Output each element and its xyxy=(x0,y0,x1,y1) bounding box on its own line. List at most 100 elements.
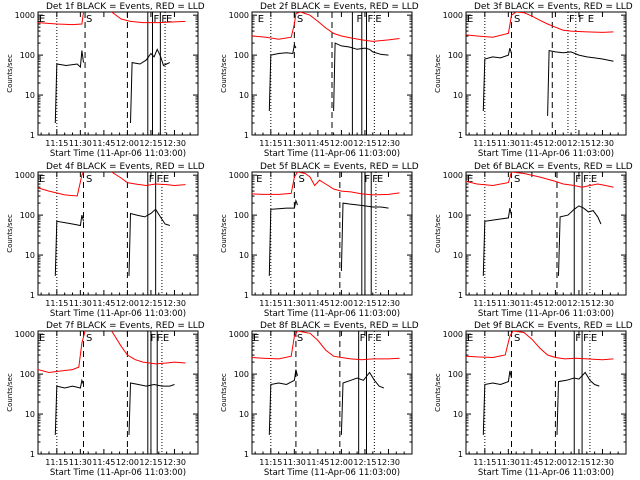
x-tick-label: 12:00 xyxy=(544,139,567,148)
x-tick-label: 12:15 xyxy=(353,458,376,467)
events-series-line xyxy=(547,49,614,116)
panel-title: Det 8f BLACK = Events, RED = LLD xyxy=(260,321,419,331)
y-axis-label: Counts/sec xyxy=(220,214,228,253)
x-tick-label: 11:45 xyxy=(520,458,543,467)
x-tick-label: 11:15 xyxy=(259,299,282,308)
x-tick-label: 11:15 xyxy=(45,458,68,467)
y-tick-label: 1 xyxy=(458,131,463,140)
plot-frame xyxy=(251,330,413,455)
events-series-line xyxy=(556,371,600,435)
y-tick-label: 10 xyxy=(453,410,463,419)
x-tick-label: 11:45 xyxy=(92,299,115,308)
x-tick-label: 11:15 xyxy=(473,458,496,467)
event-marker-label: F xyxy=(583,174,589,185)
x-tick-label: 11:15 xyxy=(45,299,68,308)
event-marker-label: E xyxy=(588,14,594,25)
x-tick-label: 12:30 xyxy=(591,299,614,308)
detector-panel: Det 4f BLACK = Events, RED = LLD 1 10 100 10… xyxy=(6,162,205,319)
detector-panel: Det 3f BLACK = Events, RED = LLD 1 10 100 10… xyxy=(434,2,633,159)
y-tick-label: 1 xyxy=(30,450,35,459)
y-tick-label: 1 xyxy=(30,291,35,300)
panel-title: Det 9f BLACK = Events, RED = LLD xyxy=(474,321,633,331)
y-tick-label: 1000 xyxy=(15,11,35,20)
detector-panel: Det 5f BLACK = Events, RED = LLD 1 10 100 10… xyxy=(220,162,419,319)
event-marker-label: F xyxy=(578,14,584,25)
y-tick-label: 1 xyxy=(244,291,249,300)
x-tick-label: 11:30 xyxy=(283,299,306,308)
event-marker-label: E xyxy=(467,14,473,25)
detector-panel: Det 7f BLACK = Events, RED = LLD 1 10 100 10… xyxy=(6,321,205,478)
event-marker-label: S xyxy=(514,333,520,344)
events-series-line xyxy=(130,48,171,124)
event-marker-label: F xyxy=(149,174,155,185)
event-marker-label: S xyxy=(297,333,303,344)
y-tick-label: 100 xyxy=(234,370,249,379)
event-marker-label: F xyxy=(157,333,163,344)
event-marker-label: S xyxy=(297,14,303,25)
y-tick-label: 10 xyxy=(453,251,463,260)
y-tick-label: 100 xyxy=(20,370,35,379)
event-marker-label: F xyxy=(161,14,167,25)
x-tick-label: 11:45 xyxy=(92,139,115,148)
x-tick-label: 11:15 xyxy=(473,299,496,308)
x-tick-label: 11:30 xyxy=(69,458,92,467)
event-marker-label: F xyxy=(357,14,363,25)
lld-series-line xyxy=(252,12,400,42)
y-tick-label: 10 xyxy=(25,410,35,419)
plot-frame xyxy=(465,330,627,455)
lld-series-line xyxy=(466,172,614,188)
event-marker-label: F xyxy=(569,14,575,25)
y-tick-label: 10 xyxy=(453,91,463,100)
y-axis-label: Counts/sec xyxy=(434,214,442,253)
lld-series-line xyxy=(38,331,86,374)
x-tick-label: 12:00 xyxy=(544,299,567,308)
plot-frame xyxy=(37,11,199,136)
x-axis-label: Start Time (11-Apr-06 11:03:00) xyxy=(50,149,186,159)
x-tick-label: 12:15 xyxy=(139,299,162,308)
y-axis-label: Counts/sec xyxy=(220,54,228,93)
events-series-line xyxy=(54,214,84,276)
x-tick-label: 12:15 xyxy=(567,139,590,148)
panel-title: Det 1f BLACK = Events, RED = LLD xyxy=(46,2,205,12)
x-tick-label: 11:15 xyxy=(259,458,282,467)
x-tick-label: 11:45 xyxy=(520,299,543,308)
x-tick-label: 12:30 xyxy=(377,458,400,467)
plot-frame xyxy=(465,171,627,296)
lld-series-line xyxy=(38,172,84,197)
detector-panel: Det 1f BLACK = Events, RED = LLD 1 10 100 10… xyxy=(6,2,205,159)
x-tick-label: 12:15 xyxy=(139,139,162,148)
detector-panel: Det 2f BLACK = Events, RED = LLD 1 10 100 10… xyxy=(220,2,419,159)
x-tick-label: 12:30 xyxy=(377,299,400,308)
x-tick-label: 12:00 xyxy=(544,458,567,467)
y-tick-label: 1000 xyxy=(443,171,463,180)
events-series-line xyxy=(482,370,512,435)
x-axis-label: Start Time (11-Apr-06 11:03:00) xyxy=(264,309,400,319)
event-marker-label: F xyxy=(150,333,156,344)
x-tick-label: 11:30 xyxy=(69,139,92,148)
x-tick-label: 12:30 xyxy=(377,139,400,148)
event-marker-label: F xyxy=(364,174,370,185)
panel-title: Det 2f BLACK = Events, RED = LLD xyxy=(260,2,419,12)
y-tick-label: 100 xyxy=(448,370,463,379)
x-tick-label: 12:30 xyxy=(591,458,614,467)
y-tick-label: 1000 xyxy=(443,330,463,339)
x-tick-label: 11:30 xyxy=(497,458,520,467)
plot-frame xyxy=(37,330,199,455)
event-marker-label: F xyxy=(368,14,374,25)
event-marker-label: S xyxy=(86,14,92,25)
y-tick-label: 1 xyxy=(30,131,35,140)
lld-series-line xyxy=(252,172,400,196)
event-marker-label: F xyxy=(372,174,378,185)
y-tick-label: 1000 xyxy=(443,11,463,20)
events-series-line xyxy=(340,202,389,272)
x-axis-label: Start Time (11-Apr-06 11:03:00) xyxy=(478,468,614,478)
x-tick-label: 11:15 xyxy=(45,139,68,148)
x-tick-label: 11:15 xyxy=(259,139,282,148)
detector-panel: Det 8f BLACK = Events, RED = LLD 1 10 100 10… xyxy=(220,321,419,478)
event-marker-label: F xyxy=(575,333,581,344)
panel-title: Det 7f BLACK = Events, RED = LLD xyxy=(46,321,205,331)
y-tick-label: 100 xyxy=(234,211,249,220)
event-marker-label: E xyxy=(591,174,597,185)
events-series-line xyxy=(268,43,297,112)
lld-series-line xyxy=(466,331,614,361)
